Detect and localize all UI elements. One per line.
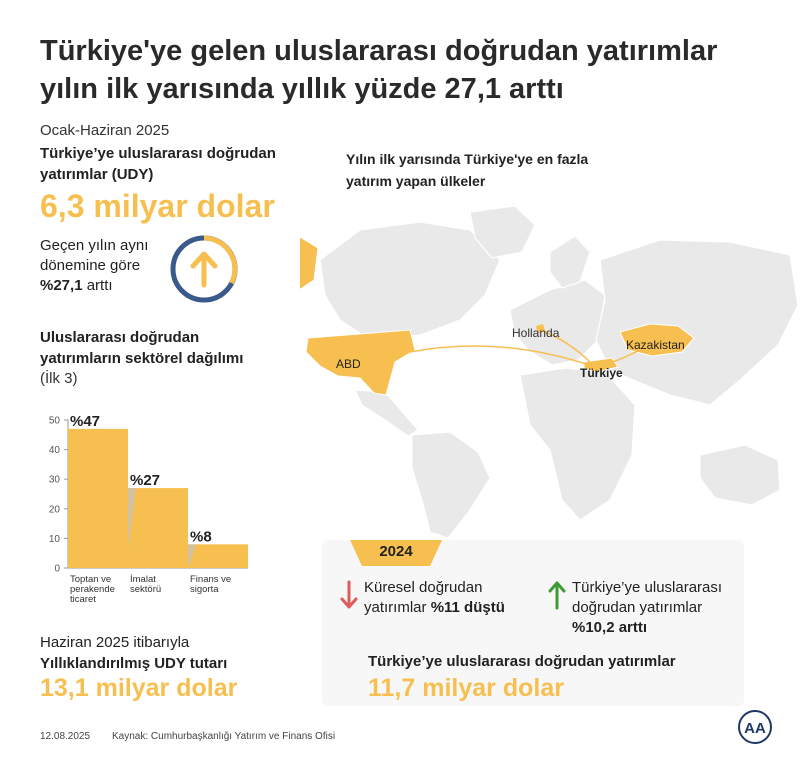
land-south-america [411, 431, 491, 539]
label-turkiye: Türkiye [580, 366, 623, 380]
title-line-1: Türkiye'ye gelen uluslararası doğrudan y… [40, 35, 718, 67]
change-line-2: dönemine göre [40, 257, 141, 274]
aa-logo-text: AA [744, 720, 766, 737]
udy-value: 6,3 milyar dolar [40, 188, 275, 224]
year-2024-panel [322, 540, 744, 706]
y-tick-label: 50 [49, 416, 61, 427]
category-label: ticaret [70, 594, 96, 605]
map-title: Yılın ilk yarısında Türkiye'ye en fazla … [346, 148, 646, 192]
arrow-up-icon [548, 581, 566, 610]
y-tick-label: 0 [54, 564, 60, 575]
label-abd: ABD [336, 357, 361, 371]
label-hollanda: Hollanda [512, 326, 560, 340]
land-europe [509, 279, 606, 366]
arrow-down-icon [340, 580, 358, 609]
label-kazakistan: Kazakistan [626, 338, 685, 352]
flow-kazakhstan-to-turkey [601, 349, 641, 367]
land-greenland [469, 205, 536, 259]
gauge-fill-arc [203, 235, 238, 285]
global-fdi-change: %11 düştü [430, 599, 505, 616]
year-label: 2024 [379, 543, 413, 560]
global-fdi-text: Küresel doğrudan yatırımlar %11 düştü [364, 578, 534, 618]
footer-date: 12.08.2025 [40, 731, 91, 742]
global-fdi-word: yatırımlar [364, 599, 431, 616]
category-label: İmalat [130, 574, 156, 585]
category-label: Toptan ve [70, 574, 111, 585]
year-tab-shape [350, 540, 442, 566]
growth-gauge-icon [170, 235, 238, 303]
footer-source: Kaynak: Cumhurbaşkanlığı Yatırım ve Fina… [112, 731, 336, 742]
land-australia [699, 444, 781, 506]
country-turkey [583, 357, 619, 373]
global-fdi-line-1: Küresel doğrudan [364, 579, 483, 596]
map-title-line-2: yatırım yapan ülkeler [346, 173, 486, 189]
land-africa [519, 367, 636, 521]
map-title-line-1: Yılın ilk yarısında Türkiye'ye en fazla [346, 151, 589, 167]
annualized-label-1: Haziran 2025 itibarıyla [40, 634, 190, 651]
world-map: ABD Hollanda Kazakistan Türkiye [300, 205, 799, 539]
annualized-value: 13,1 milyar dolar [40, 674, 238, 702]
turkey-fdi-line-2: doğrudan yatırımlar [572, 599, 703, 616]
total-2024-label: Türkiye’ye uluslararası doğrudan yatırım… [368, 653, 676, 670]
sector-title-line-2: yatırımların sektörel dağılımı [40, 350, 244, 367]
flow-usa-to-turkey [409, 345, 593, 367]
sector-subtitle: (İlk 3) [40, 370, 78, 387]
country-alaska [300, 236, 319, 290]
y-tick-label: 10 [49, 534, 61, 545]
y-tick-label: 40 [49, 445, 61, 456]
udy-label-line-2: yatırımlar (UDY) [40, 166, 154, 183]
data-label-1: %47 [70, 413, 100, 430]
total-2024-value: 11,7 milyar dolar [368, 674, 564, 702]
y-tick-label: 30 [49, 475, 61, 486]
flow-netherlands-to-turkey [539, 329, 593, 365]
change-pct: %27,1 [40, 277, 83, 294]
country-kazakhstan [619, 323, 695, 357]
gauge-up-arrow-icon [190, 251, 218, 288]
land-central-america [354, 389, 419, 437]
annualized-label-2: Yıllıklandırılmış UDY tutarı [40, 655, 228, 672]
page-title: Türkiye'ye gelen uluslararası doğrudan y… [40, 32, 760, 108]
change-line-3: %27,1 arttı [40, 276, 170, 296]
land-canada [319, 221, 501, 341]
category-label: sektörü [130, 584, 161, 595]
category-label: sigorta [190, 584, 219, 595]
land-masses [319, 205, 799, 539]
country-usa [305, 329, 416, 396]
bar-1 [68, 428, 128, 568]
sector-bar-chart: 0 10 20 30 40 50 %47 Toptan veperakendeticaret%… [49, 413, 248, 605]
change-line-1: Geçen yılın aynı [40, 237, 149, 254]
sector-title: Uluslararası doğrudan yatırımların sektö… [40, 327, 280, 369]
bar-shadow-2 [128, 488, 136, 549]
y-tick-label: 20 [49, 504, 61, 515]
change-word: arttı [82, 277, 113, 294]
turkey-fdi-line-1: Türkiye’ye uluslararası [572, 579, 723, 596]
udy-label-line-1: Türkiye’ye uluslararası doğrudan [40, 145, 276, 162]
bar-3 [188, 544, 248, 568]
change-text: Geçen yılın aynı dönemine göre %27,1 art… [40, 236, 170, 296]
turkey-fdi-line-3: %10,2 arttı [572, 618, 752, 638]
data-label-2: %27 [130, 472, 160, 489]
data-label-3: %8 [190, 528, 212, 545]
category-label: Finans ve [190, 574, 231, 585]
sector-title-line-1: Uluslararası doğrudan [40, 329, 200, 346]
turkey-fdi-text: Türkiye’ye uluslararası doğrudan yatırım… [572, 578, 752, 638]
aa-logo: AA [738, 710, 772, 744]
title-line-2: yılın ilk yarısında yıllık yüzde 27,1 ar… [40, 73, 564, 105]
category-label: perakende [70, 584, 115, 595]
udy-label: Türkiye’ye uluslararası doğrudan yatırım… [40, 143, 320, 185]
global-fdi-line-2: yatırımlar %11 düştü [364, 598, 534, 618]
land-scandinavia [549, 235, 591, 289]
land-asia [595, 239, 799, 406]
period-label: Ocak-Haziran 2025 [40, 122, 170, 139]
turkey-fdi-change: %10,2 arttı [572, 619, 648, 636]
bar-2 [128, 488, 188, 568]
